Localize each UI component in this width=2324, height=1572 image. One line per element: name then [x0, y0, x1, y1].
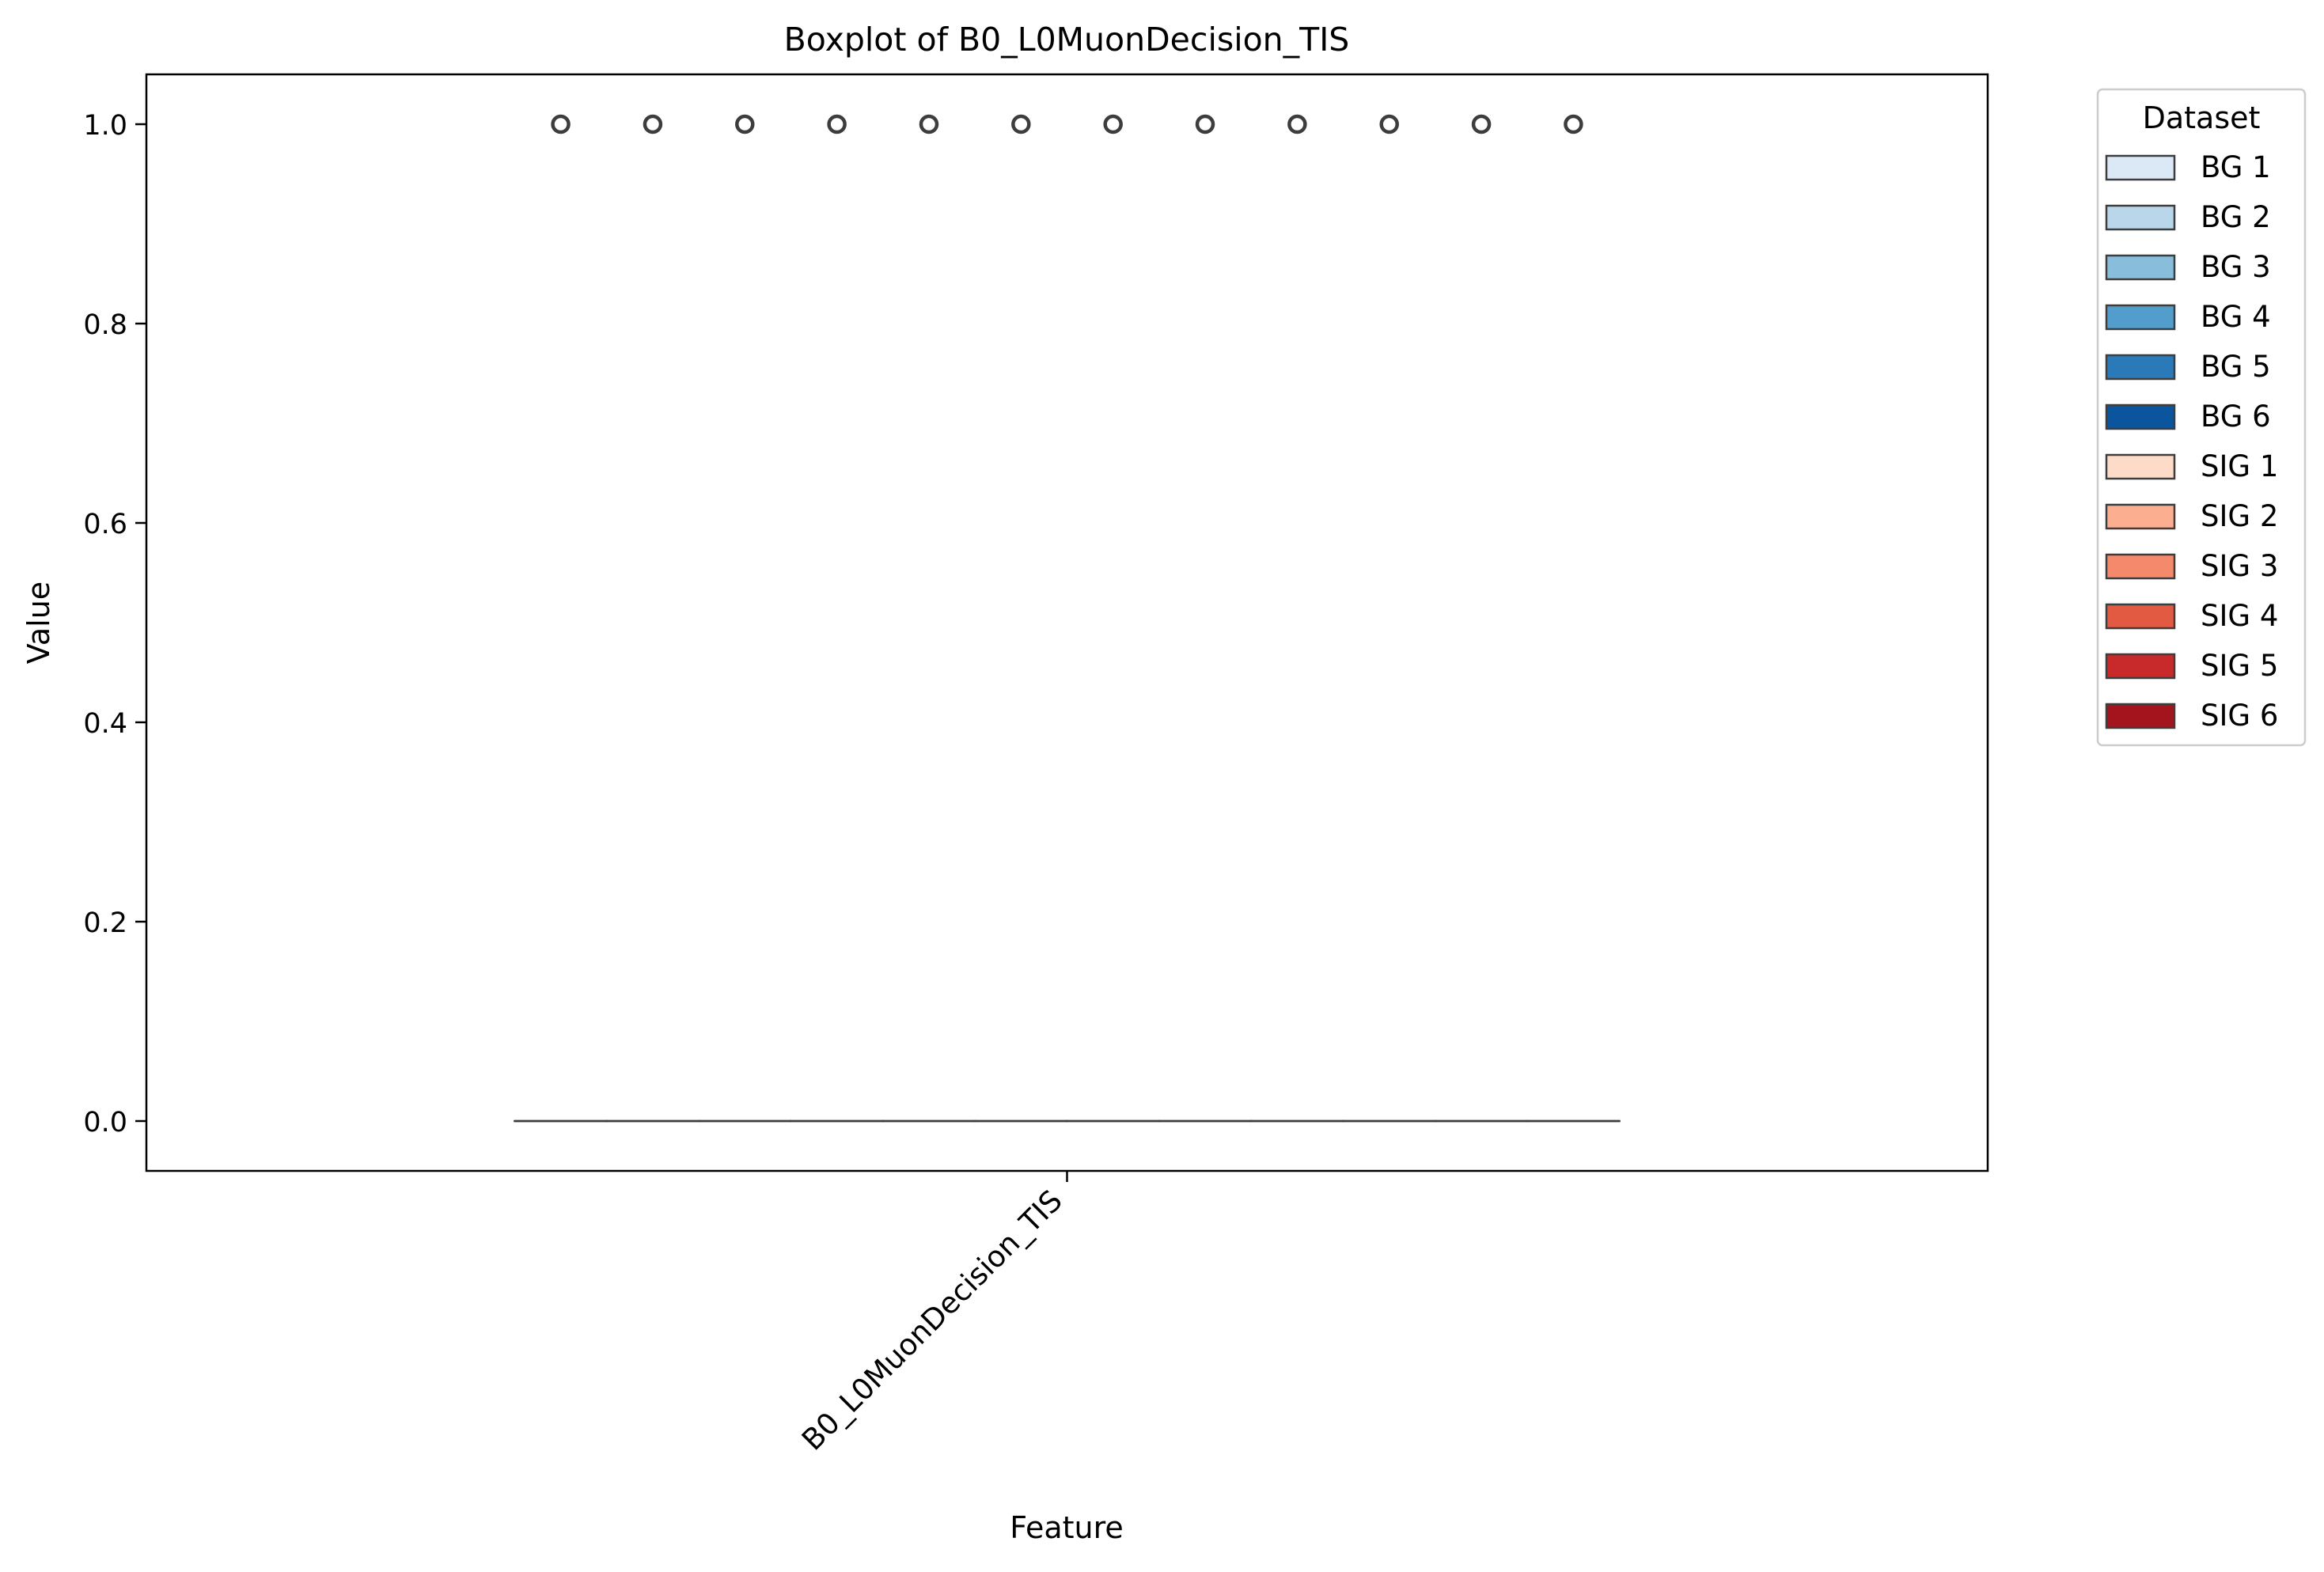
legend-label: BG 4: [2201, 300, 2271, 334]
legend-label: SIG 6: [2201, 699, 2278, 733]
legend-label: SIG 2: [2201, 499, 2278, 533]
legend-label: BG 6: [2201, 400, 2271, 434]
legend-label: BG 5: [2201, 350, 2271, 384]
legend-label: BG 3: [2201, 250, 2271, 284]
legend-label: SIG 4: [2201, 599, 2278, 633]
y-tick-label: 0.2: [83, 907, 127, 939]
y-tick-label: 0.0: [83, 1107, 127, 1138]
legend-swatch: [2106, 355, 2174, 379]
legend-swatch: [2106, 654, 2174, 678]
legend-swatch: [2106, 156, 2174, 180]
legend-swatch: [2106, 704, 2174, 728]
y-tick-label: 1.0: [83, 110, 127, 142]
legend-label: BG 1: [2201, 150, 2271, 184]
legend-label: SIG 3: [2201, 549, 2278, 583]
legend-swatch: [2106, 305, 2174, 329]
legend-swatch: [2106, 505, 2174, 528]
legend-swatch: [2106, 604, 2174, 628]
legend-title: Dataset: [2143, 100, 2261, 135]
y-axis-label: Value: [21, 581, 56, 664]
legend-swatch: [2106, 256, 2174, 279]
y-tick-label: 0.8: [83, 309, 127, 341]
y-tick-label: 0.6: [83, 509, 127, 540]
legend-label: BG 2: [2201, 200, 2271, 234]
x-axis-label: Feature: [1010, 1510, 1124, 1545]
legend: Dataset BG 1 BG 2 BG 3 BG 4 BG 5 BG 6 SIG 1 SIG…: [2098, 89, 2305, 745]
legend-label: SIG 5: [2201, 649, 2278, 683]
chart-title: Boxplot of B0_L0MuonDecision_TIS: [784, 21, 1350, 59]
legend-swatch: [2106, 405, 2174, 429]
legend-swatch: [2106, 555, 2174, 578]
legend-swatch: [2106, 455, 2174, 479]
legend-label: SIG 1: [2201, 449, 2278, 483]
y-tick-label: 0.4: [83, 708, 127, 740]
legend-swatch: [2106, 206, 2174, 229]
